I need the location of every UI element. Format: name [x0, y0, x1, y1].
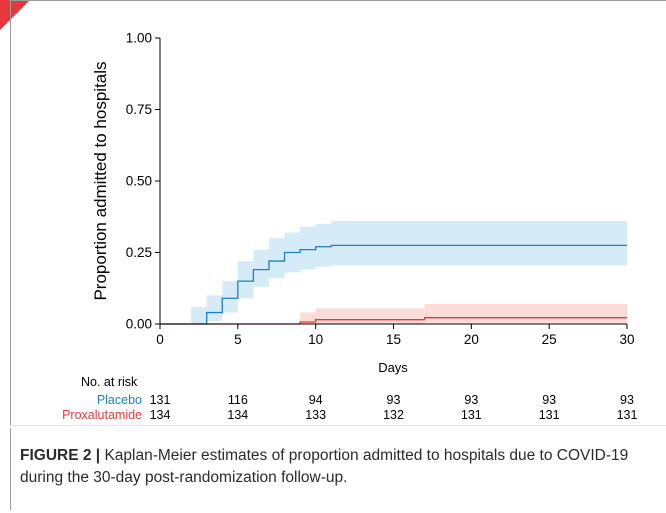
x-tick-label: 20: [464, 332, 479, 347]
y-tick-label: 0.25: [126, 245, 152, 260]
x-axis-label: Days: [378, 360, 408, 375]
risk-count-proxalutamide: 131: [539, 408, 560, 422]
risk-count-placebo: 93: [387, 393, 401, 407]
proxalutamide-confidence-band: [160, 303, 627, 324]
risk-count-proxalutamide: 132: [383, 408, 404, 422]
risk-row-label-proxalutamide: Proxalutamide: [62, 408, 142, 422]
risk-count-proxalutamide: 131: [461, 408, 482, 422]
risk-count-proxalutamide: 134: [227, 408, 248, 422]
panel-bottom-border: [10, 425, 666, 426]
y-tick-label: 0.50: [126, 174, 152, 189]
y-tick-label: 1.00: [126, 31, 152, 46]
risk-table-title: No. at risk: [81, 375, 138, 389]
confidence-bands: [160, 221, 627, 324]
placebo-curve: [160, 244, 627, 325]
risk-count-proxalutamide: 134: [150, 408, 171, 422]
risk-count-proxalutamide: 131: [617, 408, 638, 422]
y-tick-label: 0.75: [126, 102, 152, 117]
risk-count-proxalutamide: 133: [305, 408, 326, 422]
x-tick-label: 5: [234, 332, 242, 347]
x-tick-label: 15: [386, 332, 401, 347]
risk-count-placebo: 131: [150, 393, 171, 407]
figure-caption: FIGURE 2 | Kaplan-Meier estimates of pro…: [20, 445, 660, 489]
placebo-confidence-band: [160, 221, 627, 324]
x-tick-label: 25: [542, 332, 557, 347]
chart-axes: 0 5 10 15 20 25 30 0.00 0.25 0.50 0.75 1.00: [126, 31, 635, 348]
y-tick-label: 0.00: [126, 317, 152, 332]
risk-count-placebo: 93: [542, 393, 556, 407]
panel-top-border: [10, 0, 666, 1]
panel-left-border: [10, 0, 11, 425]
y-axis-label: Proportion admitted to hospitals: [91, 61, 110, 300]
x-tick-label: 30: [619, 332, 634, 347]
x-tick-label: 10: [308, 332, 323, 347]
x-tick-label: 0: [156, 332, 164, 347]
risk-count-placebo: 93: [620, 393, 634, 407]
risk-count-placebo: 93: [464, 393, 478, 407]
risk-count-placebo: 116: [228, 393, 248, 407]
risk-count-placebo: 94: [309, 393, 323, 407]
caption-side-rule: [10, 428, 11, 510]
kaplan-meier-chart: 0 5 10 15 20 25 30 0.00 0.25 0.50 0.75 1.00 Proport…: [62, 31, 637, 423]
risk-row-label-placebo: Placebo: [97, 393, 142, 407]
figure-label: FIGURE 2 |: [20, 447, 101, 464]
corner-accent-mark: [0, 0, 30, 30]
figure-caption-text: Kaplan-Meier estimates of proportion adm…: [20, 447, 629, 486]
